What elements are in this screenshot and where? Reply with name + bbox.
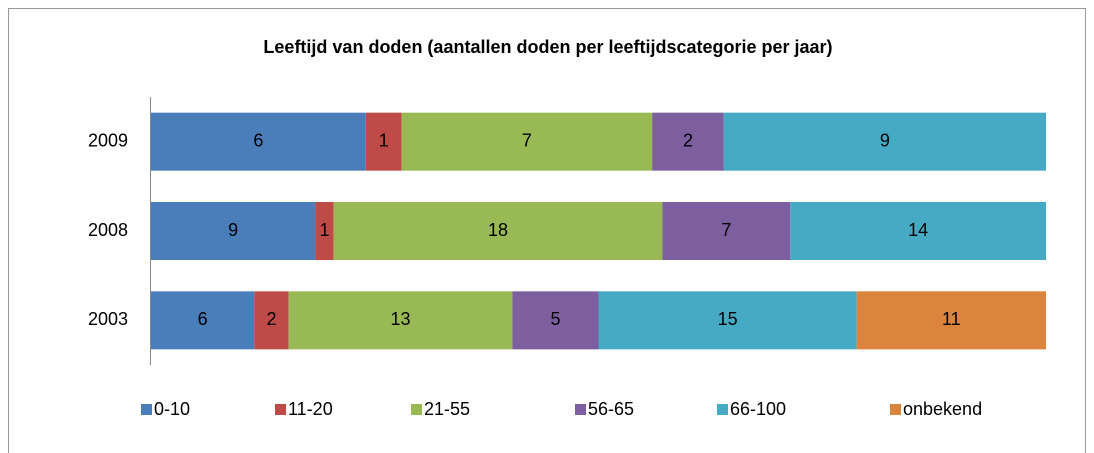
data-label: 9 <box>880 130 890 150</box>
data-label: 2 <box>266 309 276 329</box>
bar-segment <box>662 202 791 260</box>
bar-segment <box>254 291 289 350</box>
bar-segment <box>790 202 1046 260</box>
legend-swatch <box>890 404 901 415</box>
data-label: 2 <box>683 130 693 150</box>
chart-title: Leeftijd van doden (aantallen doden per … <box>263 37 832 57</box>
data-label: 7 <box>522 130 532 150</box>
legend-label: 11-20 <box>288 399 333 419</box>
legend-label: 66-100 <box>730 399 786 419</box>
data-label: 15 <box>718 309 738 329</box>
bar-segment <box>652 112 724 171</box>
bar-segment <box>365 112 402 171</box>
bar-segment <box>401 112 653 171</box>
bar-segment <box>723 112 1046 171</box>
data-label: 18 <box>488 220 508 240</box>
bar-segment <box>151 202 316 260</box>
bar-segment <box>512 291 599 350</box>
bar-segment <box>333 202 663 260</box>
bar-segment <box>598 291 857 350</box>
data-label: 9 <box>228 220 238 240</box>
bar-segment <box>288 291 513 350</box>
legend-swatch <box>411 404 422 415</box>
bar-segment <box>151 291 255 350</box>
y-tick-label: 2003 <box>88 309 128 329</box>
data-label: 11 <box>942 309 961 329</box>
legend-swatch <box>275 404 286 415</box>
data-label: 7 <box>721 220 731 240</box>
legend-label: 21-55 <box>424 399 470 419</box>
legend-swatch <box>717 404 728 415</box>
legend-swatch <box>575 404 586 415</box>
data-label: 5 <box>550 309 560 329</box>
chart-border <box>8 8 1086 453</box>
data-label: 6 <box>198 309 208 329</box>
legend-swatch <box>141 404 152 415</box>
bar-segment <box>856 291 1046 350</box>
legend-label: 56-65 <box>588 399 634 419</box>
data-label: 14 <box>908 220 928 240</box>
legend-label: onbekend <box>903 399 982 419</box>
legend-label: 0-10 <box>154 399 190 419</box>
y-tick-label: 2009 <box>88 130 128 150</box>
bar-segment <box>151 112 366 171</box>
data-label: 13 <box>391 309 411 329</box>
data-label: 6 <box>253 130 263 150</box>
data-label: 1 <box>379 130 389 150</box>
y-tick-label: 2008 <box>88 220 128 240</box>
data-label: 1 <box>320 220 330 240</box>
bar-segment <box>315 202 334 260</box>
